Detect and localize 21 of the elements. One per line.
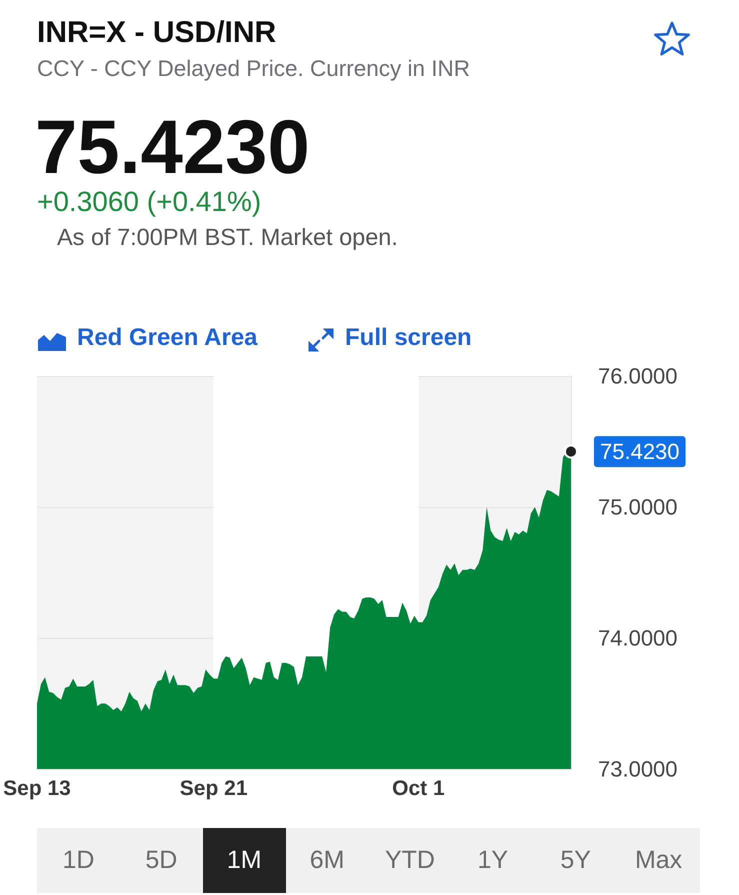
y-tick-label: 75.0000	[598, 494, 678, 520]
y-tick-label: 76.0000	[598, 364, 678, 388]
range-button[interactable]: 1Y	[451, 828, 534, 893]
y-tick-label: 74.0000	[598, 626, 678, 650]
text: Full screen	[345, 324, 472, 352]
chart-subtitle: CCY - CCY Delayed Price. Currency in INR	[37, 56, 470, 82]
text: Red Green Area	[77, 324, 258, 352]
range-button[interactable]: Max	[617, 828, 700, 893]
y-tick-label: 73.0000	[598, 756, 678, 782]
range-button[interactable]: 1M	[202, 828, 286, 893]
range-button[interactable]: 1D	[37, 828, 120, 893]
x-tick-label: Sep 21	[180, 777, 248, 800]
x-tick-label: Sep 13	[3, 777, 71, 800]
chart-title: INR=X - USD/INR	[37, 16, 276, 50]
x-tick-label: Oct 1	[392, 777, 446, 800]
range-button[interactable]: 5Y	[534, 828, 618, 893]
range-button[interactable]: YTD	[368, 828, 452, 893]
data-label: 75.4230	[600, 439, 680, 464]
range-button[interactable]: 6M	[286, 828, 368, 893]
text: As of 7:00PM BST. Market open.	[57, 224, 398, 252]
range-button[interactable]: 5D	[120, 828, 203, 893]
